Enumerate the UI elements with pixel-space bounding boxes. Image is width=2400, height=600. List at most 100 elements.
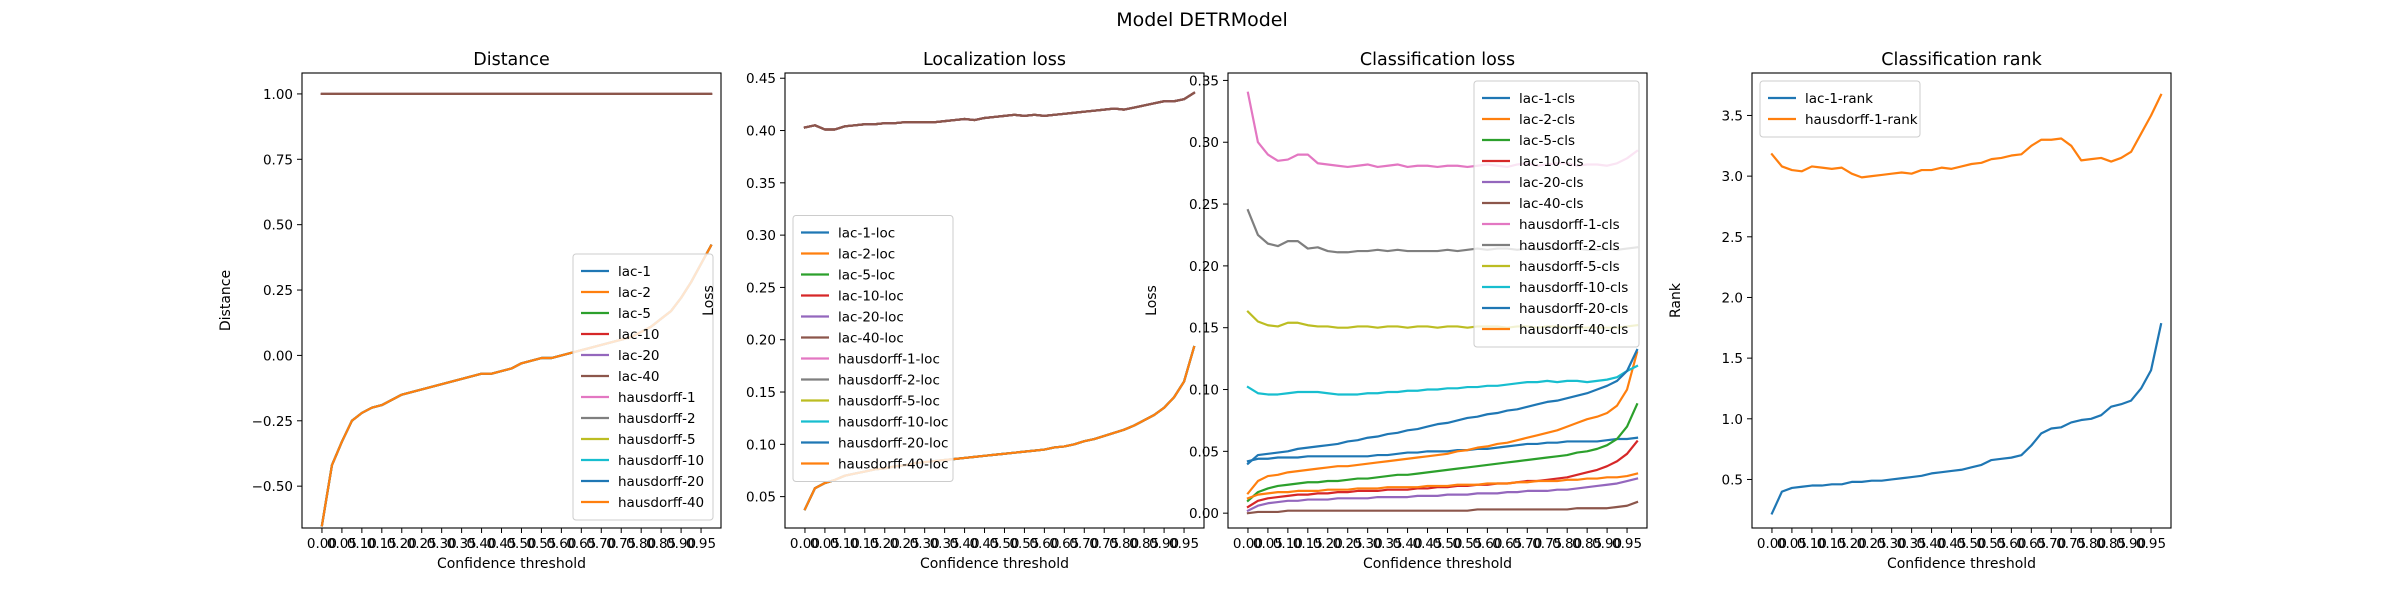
x-tick-label: 0.90 — [666, 536, 696, 552]
x-tick-label: 0.60 — [546, 536, 576, 552]
legend-entry: lac-10-loc — [838, 289, 904, 305]
legend-entry: hausdorff-10-loc — [838, 415, 948, 431]
x-tick-label: 0.40 — [467, 536, 497, 552]
x-tick-label: 0.30 — [1353, 536, 1383, 552]
x-tick-label: 0.30 — [427, 536, 457, 552]
x-tick-label: 0.60 — [1472, 536, 1502, 552]
x-axis-label: Confidence threshold — [920, 556, 1069, 572]
x-tick-label: 0.45 — [1412, 536, 1442, 552]
series-line-hausdorff-40-cls — [1246, 472, 1639, 500]
series-line-lac-40-loc — [803, 91, 1196, 131]
x-tick-label: 0.90 — [1149, 536, 1179, 552]
y-tick-label: 0.75 — [263, 152, 293, 168]
y-tick-label: 0.35 — [1189, 73, 1219, 89]
x-tick-label: 0.40 — [1917, 536, 1947, 552]
x-tick-label: 0.10 — [1273, 536, 1303, 552]
y-tick-label: 1.00 — [263, 87, 293, 103]
legend-entry: lac-2 — [618, 285, 651, 301]
x-tick-label: 0.35 — [930, 536, 960, 552]
series-line-hausdorff-10-cls — [1246, 364, 1639, 396]
series-line-lac-20-cls — [1246, 477, 1639, 513]
x-tick-label: 0.00 — [790, 536, 820, 552]
y-tick-label: 0.25 — [263, 283, 293, 299]
x-tick-label: 0.05 — [1777, 536, 1807, 552]
legend-entry: hausdorff-2-loc — [838, 373, 940, 389]
legend-entry: lac-10 — [618, 327, 660, 343]
series-line-lac-2-cls — [1246, 351, 1639, 495]
x-tick-label: 0.05 — [1253, 536, 1283, 552]
x-axis-label: Confidence threshold — [1363, 556, 1512, 572]
x-tick-label: 0.15 — [1293, 536, 1323, 552]
chart-title: Classification loss — [1360, 50, 1515, 70]
y-tick-label: 0.15 — [1189, 321, 1219, 337]
x-tick-label: 0.85 — [2096, 536, 2126, 552]
y-tick-label: 0.25 — [746, 280, 776, 296]
x-tick-label: 0.10 — [1797, 536, 1827, 552]
axes-frame — [784, 72, 1205, 529]
legend-entry: lac-5-loc — [838, 268, 895, 284]
y-tick-label: 0.20 — [1189, 259, 1219, 275]
y-tick-label: 0.5 — [1722, 472, 1743, 488]
x-tick-label: 0.15 — [1817, 536, 1847, 552]
x-tick-label: 0.70 — [2036, 536, 2066, 552]
x-tick-label: 0.30 — [1877, 536, 1907, 552]
x-tick-label: 0.80 — [626, 536, 656, 552]
x-tick-label: 0.60 — [1029, 536, 1059, 552]
y-tick-label: 2.0 — [1722, 290, 1743, 306]
x-tick-label: 0.65 — [1049, 536, 1079, 552]
legend-entry: hausdorff-2 — [618, 411, 696, 427]
x-tick-label: 0.65 — [1492, 536, 1522, 552]
chart-panel-3: Classification loss0.000.050.100.150.200… — [1144, 50, 1648, 572]
x-tick-label: 0.15 — [850, 536, 880, 552]
x-tick-label: 0.25 — [1857, 536, 1887, 552]
x-tick-label: 0.90 — [1592, 536, 1622, 552]
x-tick-label: 0.50 — [989, 536, 1019, 552]
chart-panel-4: Classification rank0.000.050.100.150.200… — [1668, 50, 2172, 572]
x-tick-label: 0.10 — [830, 536, 860, 552]
x-tick-label: 0.20 — [1837, 536, 1867, 552]
legend-entry: hausdorff-10-cls — [1519, 280, 1628, 296]
x-tick-label: 0.40 — [950, 536, 980, 552]
x-tick-label: 0.25 — [1333, 536, 1363, 552]
y-tick-label: 0.35 — [746, 176, 776, 192]
y-tick-label: 0.15 — [746, 385, 776, 401]
x-axis-label: Confidence threshold — [1887, 556, 2036, 572]
x-tick-label: 0.80 — [1109, 536, 1139, 552]
x-tick-label: 0.35 — [1897, 536, 1927, 552]
legend-box — [1759, 80, 1921, 138]
axes-frame — [1227, 72, 1648, 529]
y-tick-label: 0.05 — [1189, 444, 1219, 460]
y-tick-label: 0.30 — [746, 228, 776, 244]
y-tick-label: 0.10 — [1189, 383, 1219, 399]
y-tick-label: 0.30 — [1189, 135, 1219, 151]
x-tick-label: 0.30 — [910, 536, 940, 552]
x-tick-label: 0.65 — [2016, 536, 2046, 552]
y-tick-label: 1.0 — [1722, 412, 1743, 428]
legend-box — [1473, 80, 1640, 348]
x-tick-label: 0.95 — [2136, 536, 2166, 552]
legend-entry: lac-40 — [618, 369, 660, 385]
x-tick-label: 0.25 — [407, 536, 437, 552]
x-tick-label: 0.40 — [1393, 536, 1423, 552]
y-tick-label: 0.20 — [746, 333, 776, 349]
legend-entry: lac-1 — [618, 264, 651, 280]
x-tick-label: 0.70 — [1069, 536, 1099, 552]
legend-entry: lac-20-cls — [1519, 175, 1584, 191]
y-axis-label: Distance — [218, 270, 234, 331]
x-tick-label: 0.75 — [1532, 536, 1562, 552]
y-axis-label: Loss — [701, 285, 717, 316]
x-tick-label: 0.95 — [686, 536, 716, 552]
axes-frame — [301, 72, 722, 529]
series-line-lac-1-cls — [1246, 436, 1639, 463]
legend-entry: hausdorff-5-loc — [838, 394, 940, 410]
y-tick-label: 0.40 — [746, 124, 776, 140]
legend-entry: hausdorff-5-cls — [1519, 259, 1620, 275]
x-tick-label: 0.45 — [1936, 536, 1966, 552]
legend-entry: hausdorff-40-loc — [838, 457, 948, 473]
x-tick-label: 0.05 — [810, 536, 840, 552]
x-tick-label: 0.80 — [2076, 536, 2106, 552]
legend-entry: lac-1-cls — [1519, 91, 1575, 107]
x-tick-label: 0.55 — [1976, 536, 2006, 552]
x-tick-label: 0.35 — [1373, 536, 1403, 552]
